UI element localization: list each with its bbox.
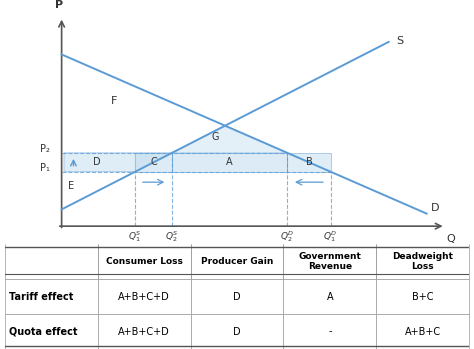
Text: C: C: [150, 157, 157, 167]
Text: P: P: [55, 0, 64, 10]
Text: D: D: [431, 203, 440, 214]
Text: F: F: [110, 96, 117, 105]
Text: P₁: P₁: [40, 163, 50, 173]
Text: G: G: [212, 132, 219, 142]
Text: $Q_1^D$: $Q_1^D$: [323, 229, 338, 244]
Text: S: S: [396, 36, 403, 46]
Polygon shape: [64, 153, 172, 172]
Text: $Q_1^S$: $Q_1^S$: [128, 229, 142, 244]
Text: D: D: [93, 157, 101, 167]
Text: $Q_2^D$: $Q_2^D$: [280, 229, 294, 244]
Text: B: B: [306, 157, 312, 167]
Polygon shape: [172, 126, 287, 153]
Text: A: A: [227, 157, 233, 167]
Text: E: E: [68, 181, 74, 191]
Polygon shape: [135, 153, 172, 172]
Text: $Q_2^S$: $Q_2^S$: [165, 229, 179, 244]
Polygon shape: [172, 153, 287, 172]
Text: Q: Q: [446, 234, 455, 244]
Text: P₂: P₂: [40, 144, 50, 155]
Polygon shape: [287, 153, 330, 172]
